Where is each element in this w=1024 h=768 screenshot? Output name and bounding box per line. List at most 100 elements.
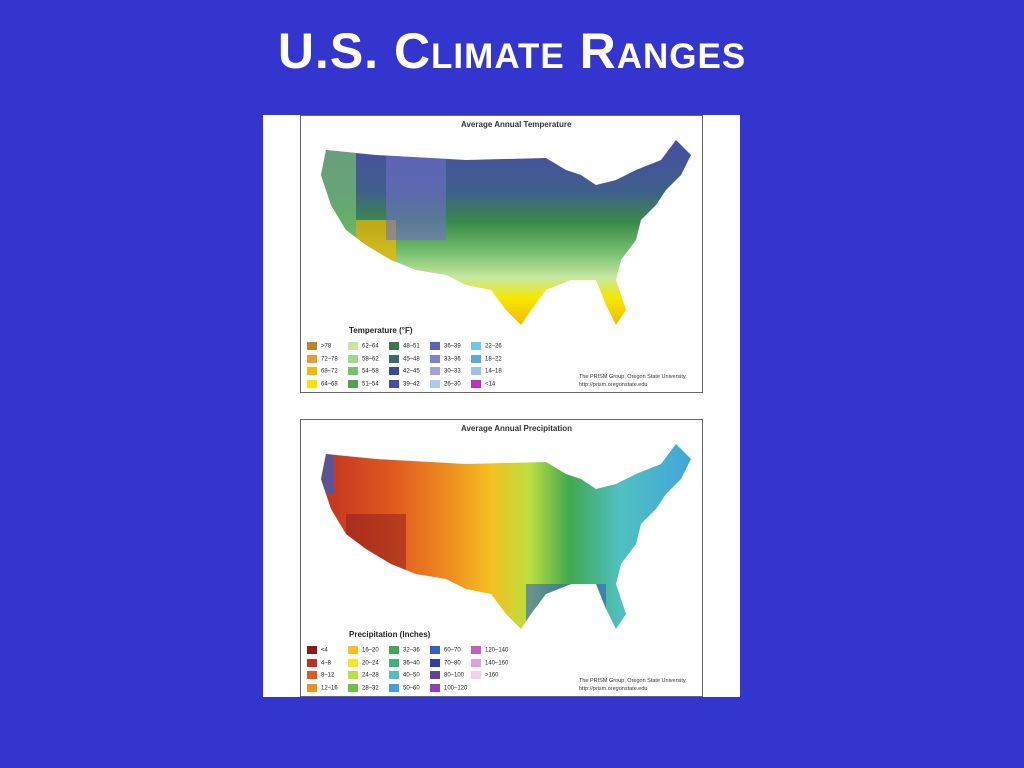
legend-item: 20–24 [348,658,379,667]
legend-item: 70–80 [430,658,461,667]
legend-swatch [348,658,358,667]
legend-item: 100–120 [430,683,468,692]
map-sheet: Average Annual Temperature [263,115,740,697]
legend-item: 12–16 [307,683,338,692]
legend-item: 68–72 [307,367,338,375]
legend-swatch [471,379,481,388]
legend-label: 58–62 [362,356,379,363]
legend-swatch [389,354,399,363]
legend-swatch [348,354,358,363]
legend-item: 14–18 [471,367,502,375]
legend-swatch [348,342,358,350]
legend-label: 100–120 [444,685,468,692]
legend-item: <14 [471,379,495,388]
legend-label: 80–100 [444,672,465,679]
legend-swatch [389,658,399,667]
legend-item: 50–60 [389,683,420,692]
legend-swatch [348,646,358,654]
legend-label: 26–30 [444,381,461,388]
legend-label: 12–16 [321,685,338,692]
legend-label: 51–54 [362,381,379,388]
legend-swatch [430,342,440,350]
legend-label: 62–64 [362,343,379,350]
legend-item: 58–62 [348,354,379,363]
legend-item: 8–12 [307,671,334,679]
legend-item: 39–42 [389,379,420,388]
map-title: Average Annual Precipitation [461,424,572,433]
legend-swatch [307,379,317,388]
legend-swatch [471,658,481,667]
slide-title: U.S. Climate Ranges [277,23,747,79]
legend-label: 36–40 [403,660,420,667]
legend-label: 64–68 [321,381,338,388]
legend-label: 72–78 [321,356,338,363]
legend-swatch [430,379,440,388]
map-title: Average Annual Temperature [461,120,572,129]
legend-label: 4–8 [321,660,332,667]
legend-swatch [430,671,440,679]
legend-label: 40–50 [403,672,420,679]
legend-swatch [307,646,317,654]
legend-item: 51–54 [348,379,379,388]
legend-label: 48–51 [403,343,420,350]
legend-label: 24–28 [362,672,379,679]
legend-label: 22–26 [485,343,502,350]
credit: The PRISM Group, Oregon State University [579,678,686,684]
legend-swatch [348,683,358,692]
legend-item: 40–50 [389,671,420,679]
legend-label: 42–45 [403,368,420,375]
legend-item: 24–28 [348,671,379,679]
legend-label: 30–33 [444,368,461,375]
legend-item: 30–33 [430,367,461,375]
legend-swatch [348,367,358,375]
legend-label: 28–32 [362,685,379,692]
legend-item: >160 [471,671,499,679]
credit-url: http://prism.oregonstate.edu [579,382,648,388]
legend-swatch [307,342,317,350]
legend-item: 26–30 [430,379,461,388]
legend-swatch [430,658,440,667]
legend-label: 16–20 [362,647,379,654]
legend-swatch [471,646,481,654]
credit: The PRISM Group, Oregon State University [579,374,686,380]
legend-item: 32–36 [389,646,420,654]
legend-label: 68–72 [321,368,338,375]
legend-label: >78 [321,343,332,350]
legend-label: 39–42 [403,381,420,388]
legend-label: 45–48 [403,356,420,363]
legend-label: 140–160 [485,660,509,667]
legend-item: 28–32 [348,683,379,692]
legend-swatch [389,671,399,679]
legend-item: 54–58 [348,367,379,375]
legend-item: 33–36 [430,354,461,363]
legend-swatch [307,367,317,375]
legend-swatch [430,367,440,375]
legend-item: 60–70 [430,646,461,654]
legend-swatch [471,342,481,350]
legend-label: 14–18 [485,368,502,375]
legend-item: 42–45 [389,367,420,375]
legend-swatch [430,646,440,654]
legend-label: 20–24 [362,660,379,667]
legend-item: 62–64 [348,342,379,350]
legend-item: 16–20 [348,646,379,654]
map [321,444,691,629]
legend-item: 120–140 [471,646,508,654]
map [321,140,691,325]
legend-swatch [348,379,358,388]
legend-title: Precipitation (Inches) [349,630,431,639]
legend-item: 80–100 [430,671,464,679]
legend-label: 120–140 [485,647,509,654]
legend-label: 32–36 [403,647,420,654]
legend-item: 45–48 [389,354,420,363]
legend-swatch [389,683,399,692]
legend-item: 36–39 [430,342,461,350]
legend-title: Temperature (°F) [349,326,413,335]
map-panel: Average Annual Precipitation [300,419,703,697]
legend-label: 33–36 [444,356,461,363]
legend-swatch [348,671,358,679]
legend-label: 50–60 [403,685,420,692]
legend-item: 64–68 [307,379,338,388]
legend-item: 48–51 [389,342,420,350]
